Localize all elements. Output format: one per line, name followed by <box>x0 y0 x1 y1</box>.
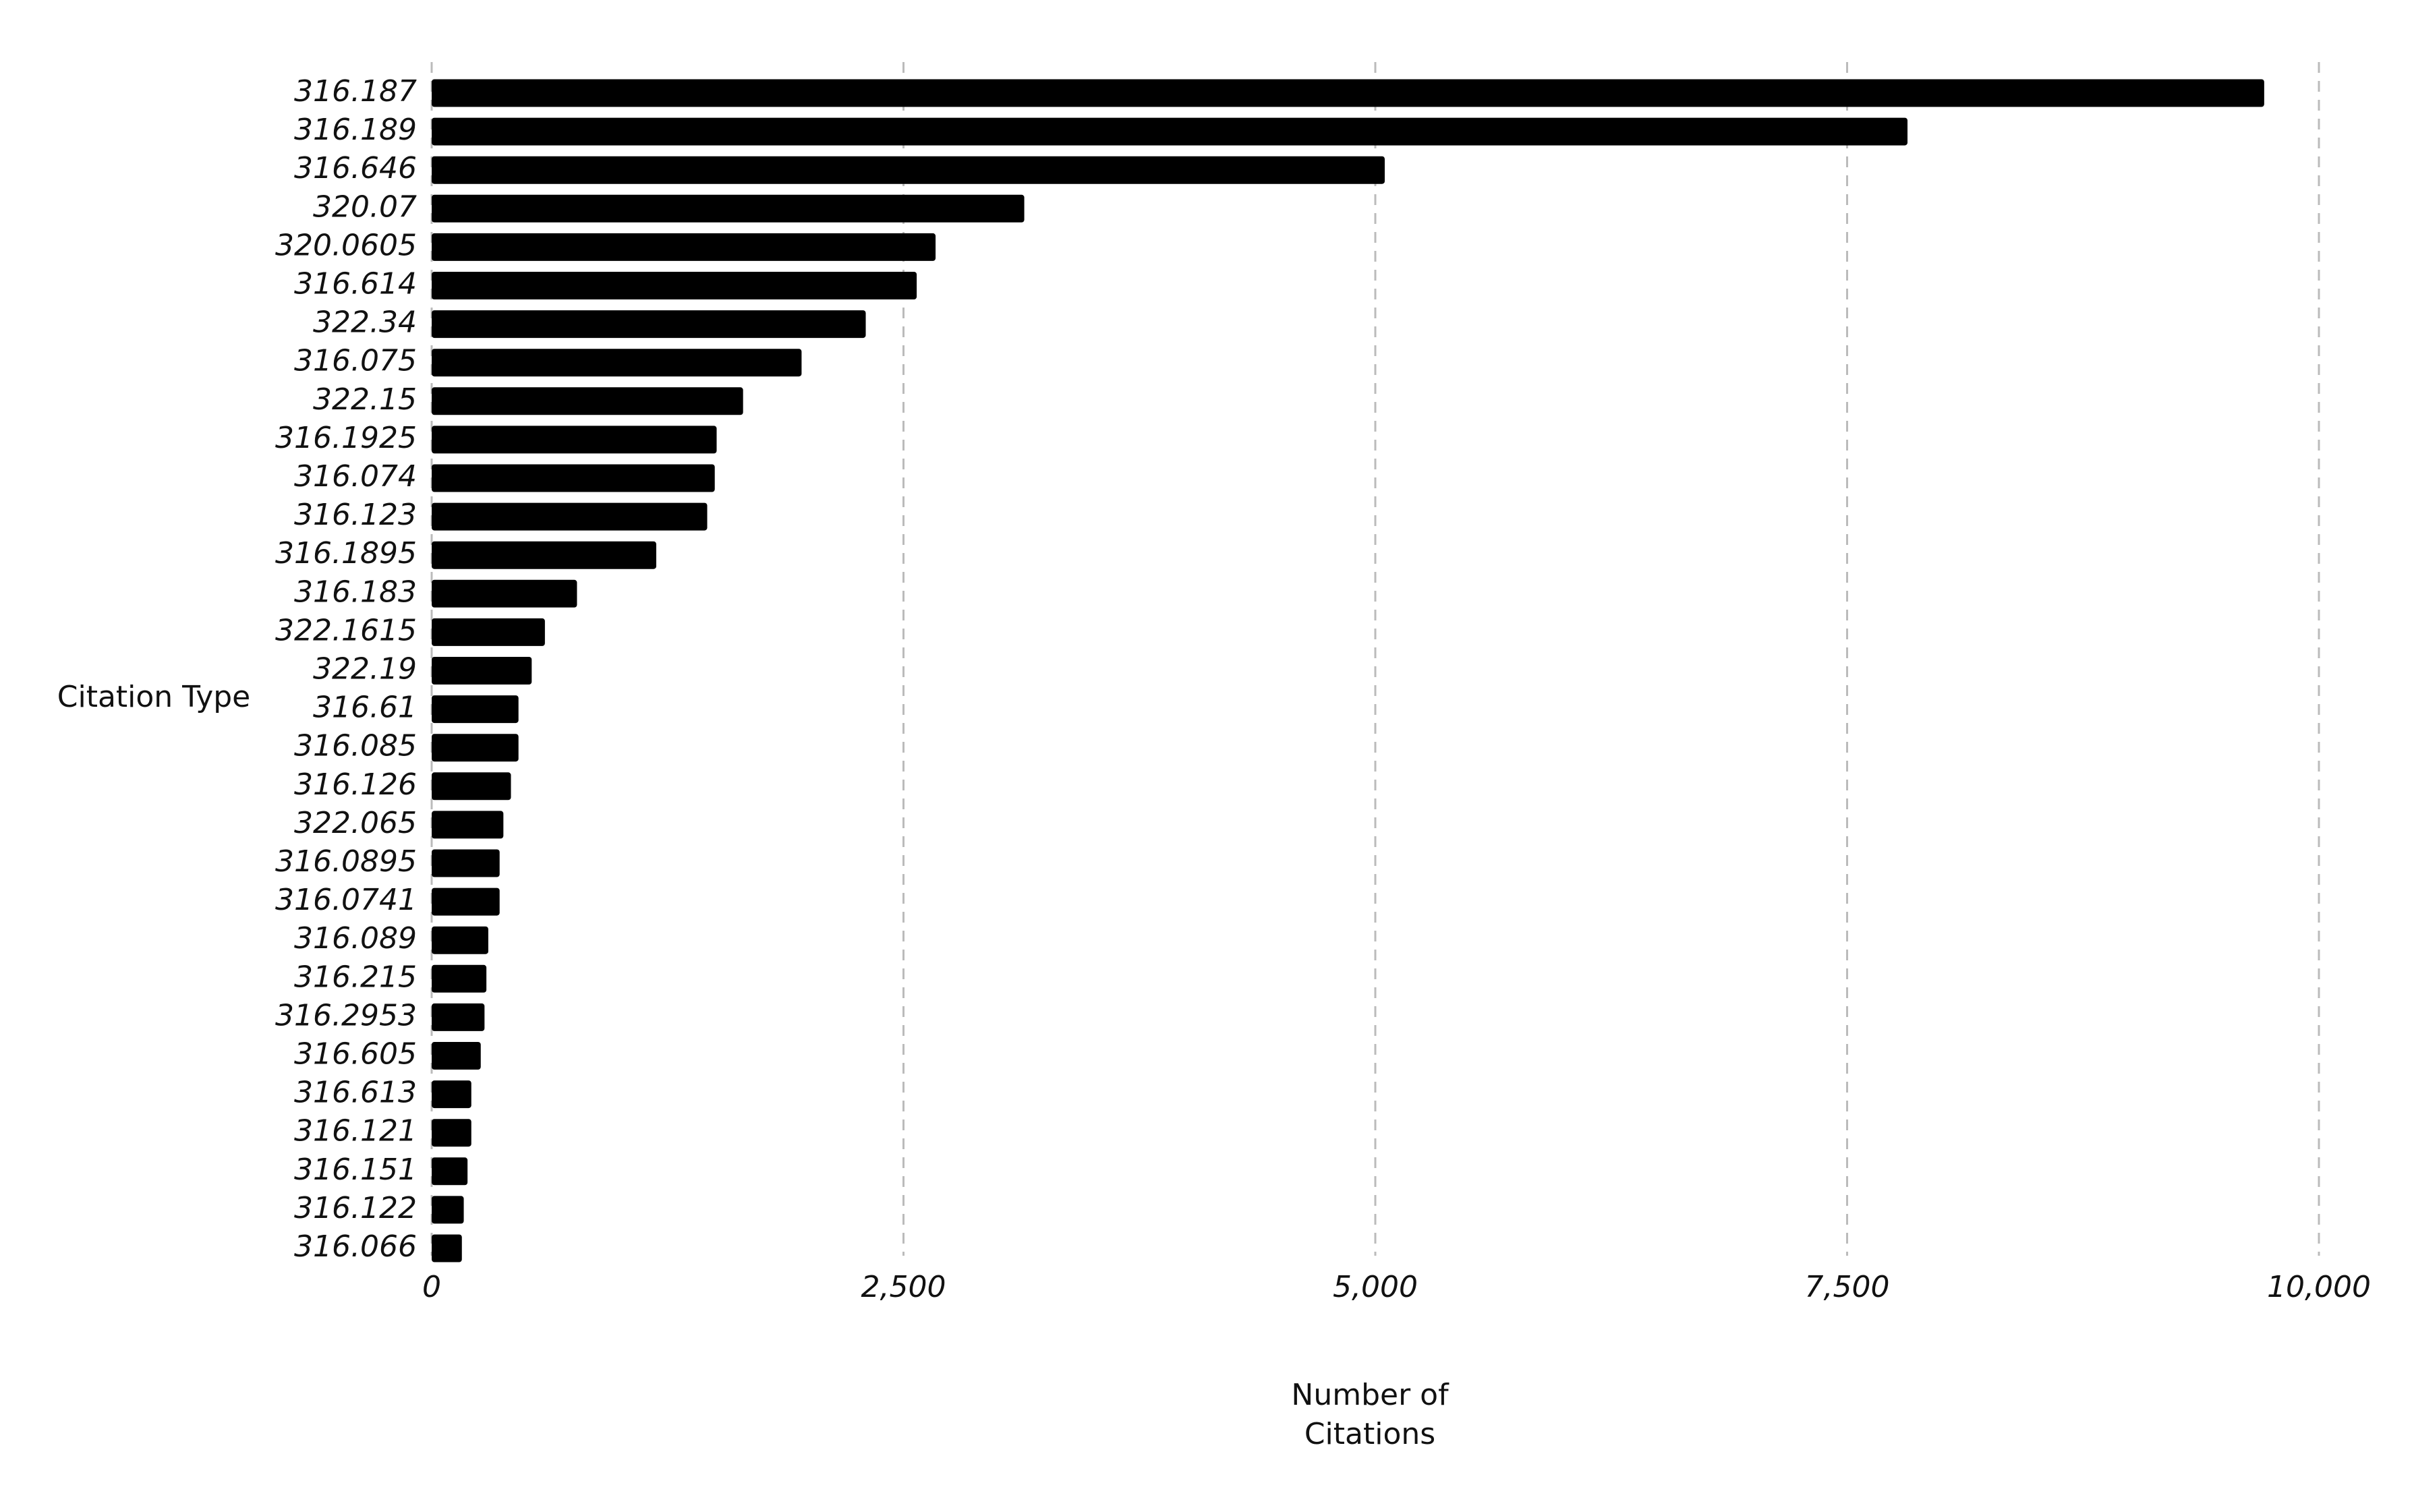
y-tick-label: 316.123 <box>294 498 417 532</box>
x-tick-label: 2,500 <box>861 1270 946 1304</box>
y-tick-label: 316.075 <box>294 344 417 378</box>
bar <box>432 964 487 993</box>
y-tick-label: 316.646 <box>294 151 417 185</box>
bar <box>432 772 511 801</box>
y-tick-label: 316.151 <box>294 1153 417 1187</box>
bar <box>432 579 577 608</box>
bar <box>432 464 715 492</box>
bar <box>432 502 708 531</box>
bar <box>432 618 545 646</box>
y-axis-title: Citation Type <box>57 680 251 714</box>
bar <box>432 811 504 839</box>
bar <box>432 541 656 569</box>
bar <box>432 310 866 339</box>
bar <box>432 79 2264 107</box>
y-tick-label: 316.089 <box>294 921 417 956</box>
bar <box>432 657 532 685</box>
bar <box>432 272 917 299</box>
y-tick-label: 316.215 <box>294 960 417 994</box>
bar <box>432 926 488 954</box>
y-tick-label: 322.19 <box>313 652 417 687</box>
x-tick-label: 5,000 <box>1333 1270 1418 1304</box>
y-tick-label: 322.065 <box>294 806 417 840</box>
y-tick-label: 316.605 <box>294 1037 417 1072</box>
x-tick-label: 0 <box>422 1270 441 1304</box>
y-tick-label: 316.1895 <box>275 536 417 571</box>
bar <box>432 156 1385 184</box>
y-tick-label: 316.1925 <box>275 421 417 455</box>
y-tick-label: 316.0741 <box>275 883 417 917</box>
bar <box>432 117 1908 146</box>
y-tick-label: 316.183 <box>294 575 417 609</box>
y-tick-label: 322.15 <box>313 382 417 417</box>
y-tick-label: 316.0895 <box>275 844 417 879</box>
y-tick-label: 316.066 <box>294 1229 417 1264</box>
bar <box>432 734 519 762</box>
y-tick-label: 316.122 <box>294 1191 417 1225</box>
x-tick-label: 10,000 <box>2267 1270 2371 1304</box>
x-tick-label: 7,500 <box>1805 1270 1890 1304</box>
bar <box>432 849 500 877</box>
bar <box>432 888 500 916</box>
y-tick-label: 316.187 <box>294 74 417 109</box>
y-tick-label: 320.07 <box>313 190 417 224</box>
bar <box>432 1157 468 1186</box>
bar <box>432 1196 464 1224</box>
y-tick-label: 316.61 <box>313 691 417 725</box>
bar <box>432 695 519 724</box>
bar <box>432 349 802 377</box>
x-axis-title: Number of Citations <box>1291 1378 1449 1451</box>
y-tick-label: 320.0605 <box>275 228 417 262</box>
bar <box>432 426 717 454</box>
y-tick-label: 316.2953 <box>275 998 417 1033</box>
bar <box>432 1234 462 1262</box>
y-tick-label: 316.126 <box>294 767 417 802</box>
y-tick-label: 322.34 <box>313 306 417 340</box>
y-tick-label: 322.1615 <box>275 613 417 647</box>
y-tick-label: 316.121 <box>294 1114 417 1148</box>
y-tick-label: 316.085 <box>294 729 417 763</box>
bar <box>432 194 1025 223</box>
bar <box>432 1080 471 1109</box>
bar <box>432 1003 485 1031</box>
y-tick-label: 316.614 <box>294 267 417 301</box>
bar <box>432 233 936 261</box>
bar <box>432 1119 471 1147</box>
bar <box>432 1042 481 1070</box>
y-tick-label: 316.613 <box>294 1076 417 1110</box>
bar <box>432 387 743 415</box>
y-tick-label: 316.189 <box>294 113 417 147</box>
y-tick-label: 316.074 <box>294 459 417 494</box>
